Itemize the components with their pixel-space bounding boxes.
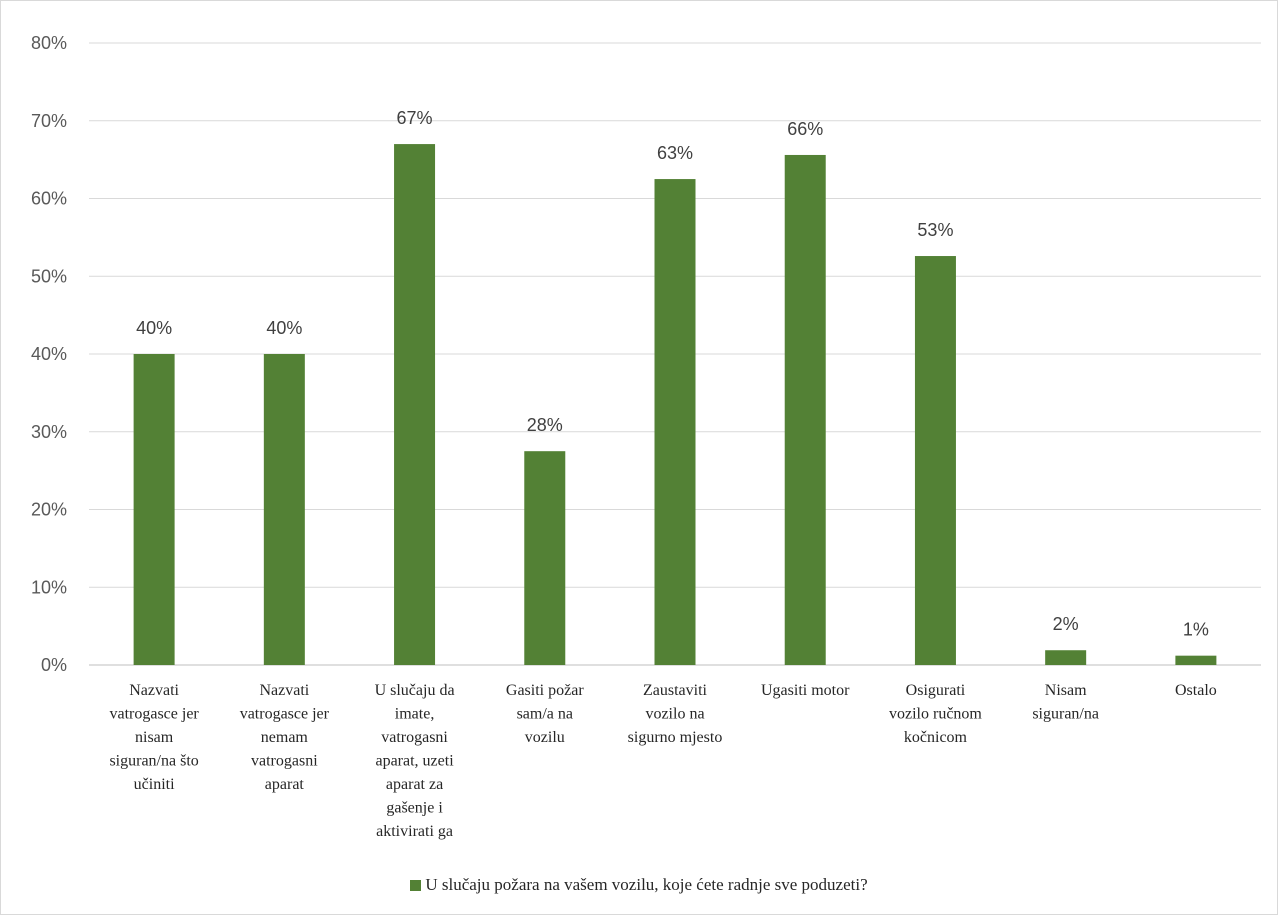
bar [394,144,436,665]
legend-label: U slučaju požara na vašem vozilu, koje ć… [425,875,868,894]
y-tick-label: 50% [31,266,67,286]
data-label: 2% [1053,614,1079,634]
bar [784,154,826,665]
x-category-label: Osigurati vozilo ručnom kočnicom [889,682,982,746]
y-tick-label: 0% [41,655,67,675]
x-category-label: Gasiti požar sam/a na vozilu [506,682,584,746]
legend: U slučaju požara na vašem vozilu, koje ć… [1,875,1277,895]
bar [654,179,696,665]
data-label: 67% [397,108,433,128]
bar [914,256,956,665]
bar [263,354,305,665]
data-label: 40% [266,318,302,338]
y-tick-label: 30% [31,422,67,442]
x-category-label: Zaustaviti vozilo na sigurno mjesto [628,682,723,746]
bar [133,354,175,665]
x-category-label: U slučaju da imate, vatrogasni aparat, uzet… [375,682,455,840]
data-label: 63% [657,143,693,163]
y-tick-label: 70% [31,111,67,131]
data-label: 40% [136,318,172,338]
y-tick-label: 60% [31,189,67,209]
x-category-label: Nazvati vatrogasce jer nemam vatrogasni apar… [240,682,330,793]
data-label: 28% [527,415,563,435]
x-category-label: Nazvati vatrogasce jer nisam siguran/na što… [109,682,199,793]
x-category-label: Ostalo [1175,682,1217,699]
y-tick-label: 80% [31,33,67,53]
data-label: 66% [787,119,823,139]
x-category-label: Nisam siguran/na [1032,682,1099,723]
data-label: 1% [1183,620,1209,640]
y-tick-label: 20% [31,500,67,520]
legend-swatch [410,880,422,891]
y-tick-label: 10% [31,577,67,597]
bar [524,451,566,665]
data-label: 53% [917,220,953,240]
x-category-label: Ugasiti motor [761,682,850,699]
bar [1045,650,1087,665]
y-tick-label: 40% [31,344,67,364]
bar [1175,655,1217,665]
